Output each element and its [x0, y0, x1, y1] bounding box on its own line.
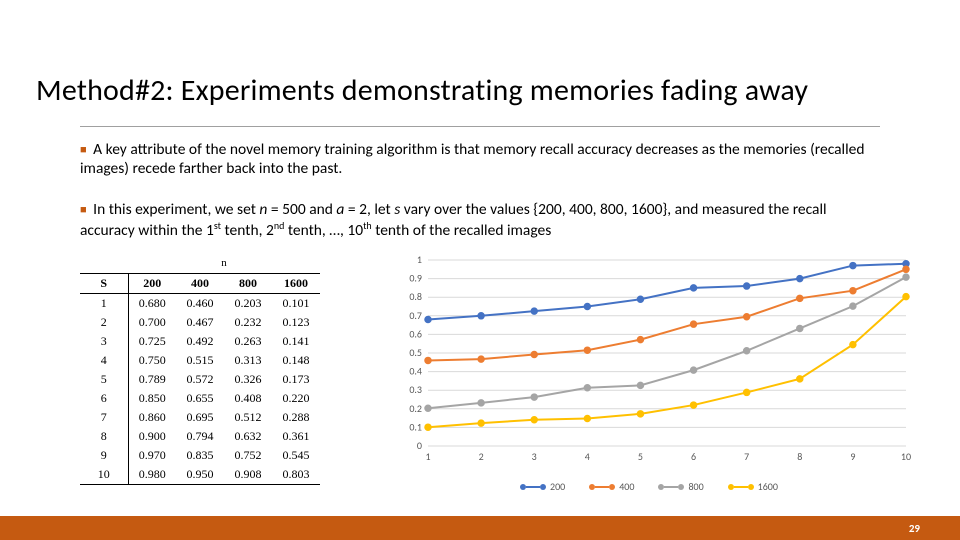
svg-text:0.8: 0.8: [409, 290, 422, 303]
cell-value: 0.467: [176, 313, 224, 332]
row-index: 9: [80, 446, 128, 465]
cell-value: 0.860: [128, 408, 176, 427]
col-header: 400: [176, 273, 224, 293]
svg-text:8: 8: [797, 450, 802, 463]
bullet-marker-icon: ■: [80, 203, 87, 216]
svg-text:4: 4: [585, 450, 590, 463]
cell-value: 0.572: [176, 370, 224, 389]
cell-value: 0.232: [224, 313, 272, 332]
cell-value: 0.148: [272, 351, 320, 370]
svg-text:7: 7: [744, 450, 749, 463]
svg-text:5: 5: [638, 450, 643, 463]
page-number: 29: [909, 522, 920, 535]
cell-value: 0.512: [224, 408, 272, 427]
cell-value: 0.794: [176, 427, 224, 446]
slide-title: Method#2: Experiments demonstrating memo…: [36, 72, 808, 109]
row-index: 7: [80, 408, 128, 427]
row-index: 1: [80, 293, 128, 313]
cell-value: 0.752: [224, 446, 272, 465]
svg-text:3: 3: [532, 450, 537, 463]
legend-item: 200: [520, 480, 565, 493]
svg-text:9: 9: [850, 450, 855, 463]
row-index: 3: [80, 332, 128, 351]
cell-value: 0.789: [128, 370, 176, 389]
svg-text:6: 6: [691, 450, 696, 463]
cell-value: 0.900: [128, 427, 176, 446]
svg-text:0.5: 0.5: [409, 346, 422, 359]
cell-value: 0.655: [176, 389, 224, 408]
cell-value: 0.408: [224, 389, 272, 408]
chart-svg: 0 0.1 0.2 0.3 0.4 0.5 0.6 0.7 0.8 0.9 1 1 2 3 4 5 6 7 8 9 10: [396, 254, 914, 476]
cell-value: 0.326: [224, 370, 272, 389]
footer-bar: [0, 516, 960, 540]
cell-value: 0.695: [176, 408, 224, 427]
cell-value: 0.545: [272, 446, 320, 465]
cell-value: 0.203: [224, 293, 272, 313]
bullet-2-text: In this experiment, we set n = 500 and a…: [80, 200, 827, 240]
cell-value: 0.632: [224, 427, 272, 446]
cell-value: 0.492: [176, 332, 224, 351]
row-index: 4: [80, 351, 128, 370]
cell-value: 0.361: [272, 427, 320, 446]
svg-text:0.7: 0.7: [409, 309, 422, 322]
cell-value: 0.288: [272, 408, 320, 427]
legend-item: 800: [658, 480, 703, 493]
svg-text:1: 1: [417, 254, 422, 266]
row-index: 2: [80, 313, 128, 332]
svg-text:0.6: 0.6: [409, 327, 422, 340]
cell-value: 0.835: [176, 446, 224, 465]
cell-value: 0.850: [128, 389, 176, 408]
row-index: 5: [80, 370, 128, 389]
cell-value: 0.101: [272, 293, 320, 313]
svg-text:10: 10: [901, 450, 911, 463]
title-underline: [80, 126, 880, 127]
bullet-1-text: A key attribute of the novel memory trai…: [80, 140, 865, 178]
cell-value: 0.173: [272, 370, 320, 389]
cell-value: 0.460: [176, 293, 224, 313]
col-header: 200: [128, 273, 176, 293]
cell-value: 0.220: [272, 389, 320, 408]
row-index: 10: [80, 465, 128, 485]
cell-value: 0.141: [272, 332, 320, 351]
cell-value: 0.950: [176, 465, 224, 485]
svg-text:2: 2: [479, 450, 484, 463]
svg-text:1: 1: [425, 450, 430, 463]
col-header: 800: [224, 273, 272, 293]
bullet-2: ■ In this experiment, we set n = 500 and…: [80, 200, 880, 240]
cell-value: 0.970: [128, 446, 176, 465]
row-index: 6: [80, 389, 128, 408]
cell-value: 0.725: [128, 332, 176, 351]
chart-legend: 200 400 800 1600: [520, 480, 778, 493]
row-index: 8: [80, 427, 128, 446]
svg-text:0.4: 0.4: [409, 365, 422, 378]
cell-value: 0.980: [128, 465, 176, 485]
cell-value: 0.263: [224, 332, 272, 351]
legend-label: 200: [550, 480, 565, 493]
legend-label: 400: [619, 480, 634, 493]
cell-value: 0.313: [224, 351, 272, 370]
bullet-marker-icon: ■: [80, 143, 87, 156]
legend-label: 800: [688, 480, 703, 493]
cell-value: 0.803: [272, 465, 320, 485]
results-table: n S 2004008001600 10.6800.4600.2030.101 2…: [80, 254, 320, 485]
cell-value: 0.680: [128, 293, 176, 313]
legend-item: 1600: [728, 480, 778, 493]
svg-text:0.9: 0.9: [409, 272, 422, 285]
svg-text:0.2: 0.2: [409, 402, 422, 415]
cell-value: 0.515: [176, 351, 224, 370]
cell-value: 0.908: [224, 465, 272, 485]
legend-item: 400: [589, 480, 634, 493]
legend-label: 1600: [758, 480, 778, 493]
bullet-1: ■ A key attribute of the novel memory tr…: [80, 140, 880, 179]
cell-value: 0.123: [272, 313, 320, 332]
cell-value: 0.700: [128, 313, 176, 332]
cell-value: 0.750: [128, 351, 176, 370]
svg-text:0.1: 0.1: [409, 420, 422, 433]
n-label: n: [128, 254, 320, 273]
svg-text:0: 0: [417, 439, 422, 452]
line-chart: 0 0.1 0.2 0.3 0.4 0.5 0.6 0.7 0.8 0.9 1 1 2 3 4 5 6 7 8 9 10: [396, 254, 914, 476]
svg-text:0.3: 0.3: [409, 383, 422, 396]
s-label: S: [80, 273, 128, 293]
col-header: 1600: [272, 273, 320, 293]
